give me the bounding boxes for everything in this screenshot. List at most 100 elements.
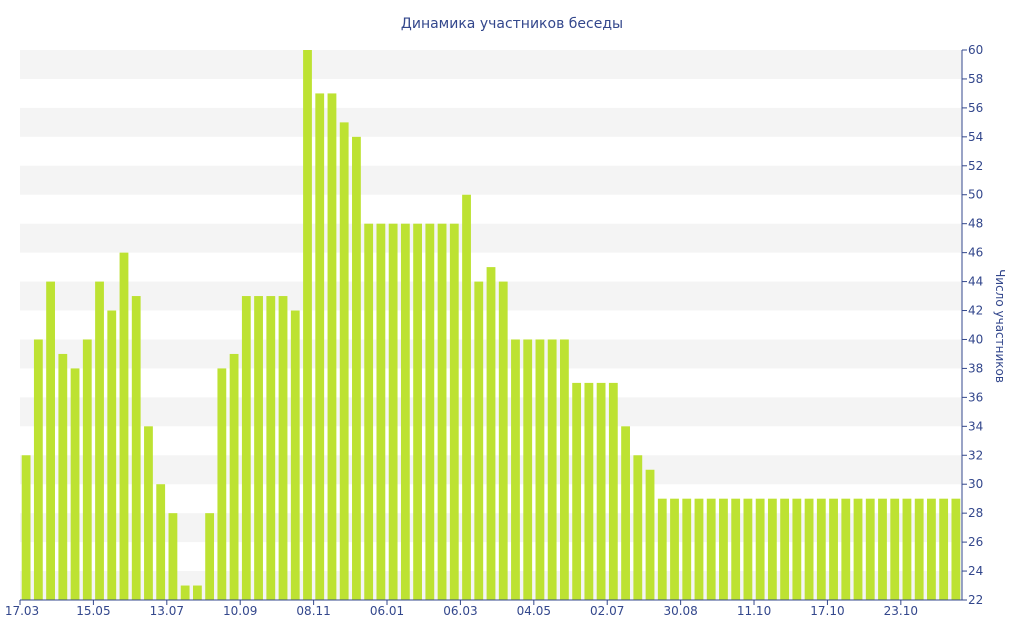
bar: [339, 122, 349, 601]
bar: [315, 93, 325, 601]
bar: [58, 353, 68, 600]
y-tick-label: 26: [968, 535, 983, 549]
bar: [46, 281, 55, 600]
x-tick-label: 23.10: [884, 604, 918, 618]
bar: [95, 281, 104, 600]
y-tick-label: 50: [968, 188, 983, 202]
bar: [731, 498, 741, 600]
bar: [902, 498, 912, 600]
bar: [608, 382, 618, 600]
y-tick-label: 38: [968, 361, 983, 375]
y-tick-label: 56: [968, 101, 983, 115]
y-tick-label: 36: [968, 390, 983, 404]
bar: [535, 339, 545, 600]
bar: [266, 296, 276, 600]
bar: [486, 267, 496, 600]
bar: [523, 339, 533, 600]
y-tick-label: 22: [968, 593, 983, 607]
bar: [878, 498, 887, 600]
bar: [241, 296, 251, 600]
bar: [792, 498, 802, 600]
y-tick-label: 46: [968, 246, 983, 260]
bar: [107, 310, 117, 600]
bar: [829, 498, 838, 600]
bar: [939, 498, 949, 600]
bar: [70, 368, 80, 600]
bar: [841, 498, 851, 600]
bar: [229, 353, 239, 600]
bar: [694, 498, 704, 600]
y-axis: 22 24 26 28 30 32 34 36 38 40 42 44 46 48 50 52 54 56 58 60: [961, 43, 983, 607]
bar: [951, 498, 961, 600]
bar: [498, 281, 508, 600]
y-tick-label: 40: [968, 332, 983, 346]
x-tick-label: 04.05: [517, 604, 551, 618]
x-axis: 17.03 15.05 13.07 10.09 08.11 06.01 06.03 04.05…: [5, 599, 962, 618]
x-tick-label: 11.10: [737, 604, 771, 618]
x-tick-label: 17.03: [5, 604, 39, 618]
y-tick-label: 54: [968, 130, 983, 144]
bar: [719, 498, 728, 600]
bar: [388, 223, 398, 600]
x-tick-label: 30.08: [663, 604, 697, 618]
x-tick-label: 06.03: [443, 604, 477, 618]
bar: [474, 281, 484, 600]
y-tick-label: 30: [968, 477, 983, 491]
bar: [119, 252, 129, 600]
bar: [180, 585, 190, 600]
bar: [131, 296, 141, 600]
bar: [804, 498, 814, 600]
bar: [168, 513, 178, 600]
bar: [21, 455, 31, 600]
bar: [755, 498, 765, 600]
y-tick-label: 32: [968, 448, 983, 462]
y-tick-label: 44: [968, 275, 983, 289]
y-axis-label: Число участников: [993, 269, 1007, 383]
bar: [437, 223, 447, 600]
bar: [743, 498, 753, 600]
x-tick-label: 10.09: [223, 604, 257, 618]
bar: [780, 498, 790, 600]
y-tick-label: 34: [968, 419, 983, 433]
bar: [278, 296, 288, 600]
y-tick-label: 24: [968, 564, 983, 578]
x-tick-label: 02.07: [590, 604, 624, 618]
bar: [254, 296, 263, 600]
bar: [621, 426, 630, 600]
x-tick-label: 06.01: [370, 604, 404, 618]
x-tick-label: 15.05: [76, 604, 110, 618]
bar: [303, 50, 312, 600]
grid-band: [20, 107, 962, 137]
bar: [364, 223, 374, 600]
bar: [156, 484, 166, 600]
bar: [82, 339, 92, 600]
bar: [584, 382, 594, 600]
bar: [657, 498, 667, 600]
y-tick-label: 52: [968, 159, 983, 173]
y-tick-label: 42: [968, 304, 983, 318]
bar: [767, 498, 777, 600]
y-tick-label: 58: [968, 72, 983, 86]
bar: [217, 368, 227, 600]
bar: [290, 310, 300, 600]
bar: [706, 498, 716, 600]
bar: [816, 498, 826, 600]
chart-title: Динамика участников беседы: [401, 16, 623, 32]
grid-band: [20, 223, 962, 253]
bar: [327, 93, 337, 601]
bar: [205, 513, 215, 600]
x-tick-label: 08.11: [296, 604, 330, 618]
y-tick-label: 60: [968, 43, 983, 57]
bar: [352, 136, 361, 600]
bar: [865, 498, 875, 600]
bar: [425, 223, 435, 600]
bar: [572, 382, 582, 600]
bar: [376, 223, 386, 600]
bar: [511, 339, 520, 600]
bar: [890, 498, 900, 600]
bar: [633, 455, 643, 600]
bars: [21, 50, 961, 601]
bar: [192, 585, 202, 600]
